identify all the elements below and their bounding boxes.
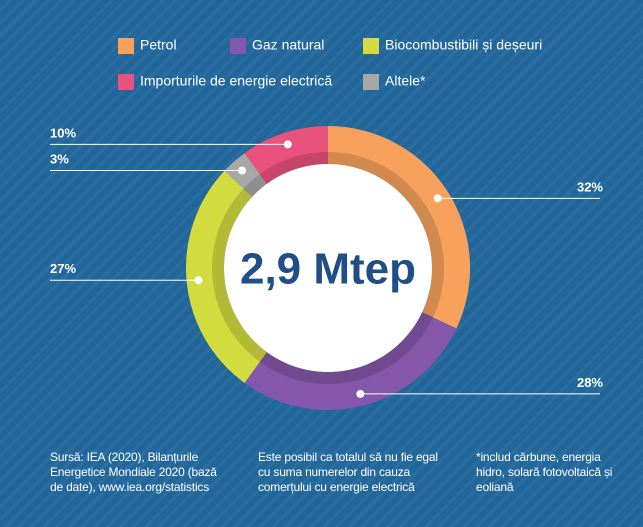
value-label: 10% [50,125,76,140]
legend-label: Importurile de energie electrică [140,73,332,89]
caveat-note: Este posibil ca totalul să nu fie egal c… [258,450,438,494]
leader-dot [356,389,365,398]
inner-shade [212,152,444,384]
leader-dot [238,166,247,175]
legend-label: Gaz natural [252,37,324,53]
legend-label: Altele* [385,73,426,89]
legend-swatch [363,38,379,54]
footnote: *includ cărbune, energia hidro, solară f… [476,450,613,494]
slice [328,126,470,329]
legend-swatch [118,74,134,90]
slice [185,170,267,383]
value-label: 3% [50,151,69,166]
value-label: 32% [577,179,603,194]
slice [244,126,328,184]
slice [244,312,457,410]
value-label: 27% [50,261,76,276]
legend-swatch [363,74,379,90]
value-label: 28% [577,375,603,390]
center-disc [224,164,432,372]
legend-label: Petrol [140,37,177,53]
center-label: 2,9 Mtep [240,245,416,294]
slice [224,153,267,197]
leader-dot [283,140,292,149]
leader-dot [433,194,442,203]
legend-swatch [230,38,246,54]
legend-swatch [118,38,134,54]
legend-label: Biocombustibili și deșeuri [385,37,542,53]
source-note: Sursă: IEA (2020), Bilanțurile Energetic… [50,450,217,494]
leader-dot [194,276,203,285]
